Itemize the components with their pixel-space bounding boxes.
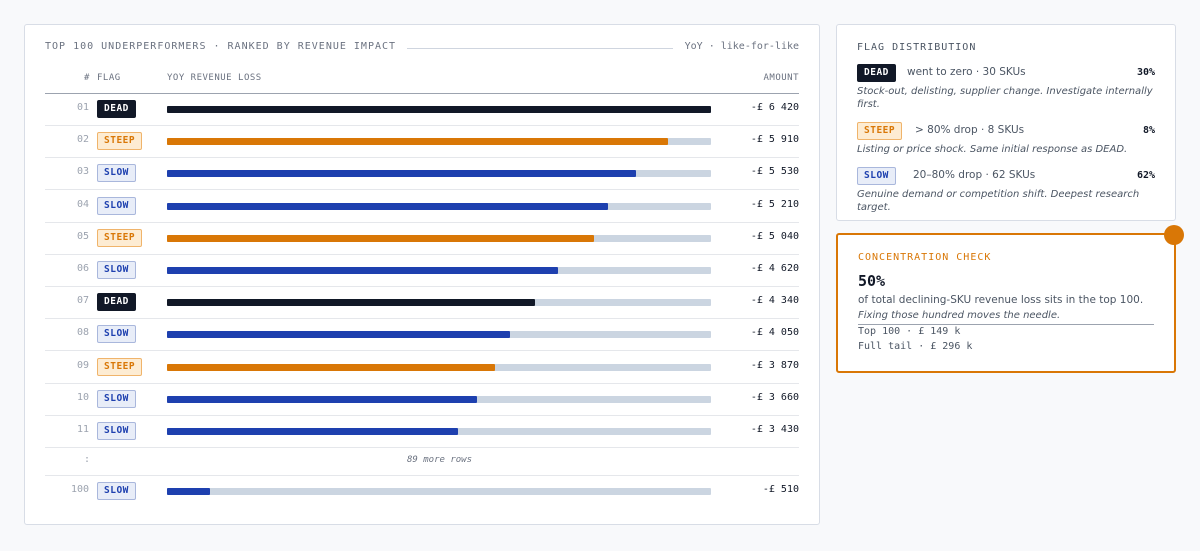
amount: -£ 4 050	[750, 327, 799, 339]
row-rule	[45, 221, 799, 223]
flag-note: Listing or price shock. Same initial res…	[857, 144, 1128, 155]
bar	[167, 363, 495, 371]
bar	[167, 428, 458, 435]
flag-share: 62%	[1136, 170, 1155, 181]
amount: -£ 6 420	[750, 102, 799, 113]
amount: -£ 4 340	[750, 295, 799, 307]
bar	[167, 106, 711, 113]
flag-badge: SLOW	[97, 482, 136, 500]
flag-share: 8%	[1142, 125, 1155, 136]
row-rule	[45, 318, 799, 320]
bar	[167, 488, 211, 495]
flag-badge: STEEP	[97, 228, 143, 247]
flag-badge: STEEP	[97, 357, 143, 376]
concentration-title: CONCENTRATION CHECK	[858, 252, 992, 263]
table-note: YoY · like-for-like	[684, 41, 799, 52]
flag-badge: SLOW	[97, 389, 136, 408]
flag-badge: SLOW	[97, 261, 136, 279]
row-rule	[45, 189, 799, 191]
flag-badge: SLOW	[97, 325, 136, 344]
rank: 08	[76, 327, 89, 339]
row-rule	[45, 414, 799, 416]
row-rule	[45, 286, 799, 287]
rank: 03	[76, 166, 89, 178]
rank: 100	[70, 484, 89, 495]
row-rule	[45, 447, 799, 448]
flag-badge: SLOW	[97, 164, 136, 183]
table-panel	[24, 24, 820, 525]
concentration-note: Fixing those hundred moves the needle.	[858, 310, 1061, 321]
amount: -£ 4 620	[750, 263, 799, 274]
rank: 07	[76, 295, 89, 307]
row-rule	[45, 125, 799, 126]
bar	[167, 234, 595, 242]
flag-badge: SLOW	[857, 167, 896, 185]
more-rows: 89 more rows	[407, 455, 473, 465]
bar	[167, 299, 535, 307]
note-rule	[858, 324, 1154, 325]
rank: 02	[76, 134, 89, 146]
rank: 10	[76, 391, 89, 403]
column-header: YOY REVENUE LOSS	[167, 73, 262, 83]
flag-text: went to zero · 30 SKUs	[907, 66, 1026, 78]
amount: -£ 5 530	[750, 166, 799, 178]
amount: -£ 5 910	[750, 134, 799, 146]
header-rule	[45, 93, 799, 94]
flag-badge: STEEP	[97, 132, 143, 151]
flag-badge: DEAD	[857, 64, 896, 82]
row-rule	[45, 253, 799, 255]
ellipsis: :	[84, 454, 91, 465]
flag-note: Genuine demand or competition shift. Dee…	[857, 189, 1140, 213]
rank: 04	[76, 198, 89, 210]
bar	[167, 267, 559, 274]
amount: -£ 3 660	[750, 391, 799, 403]
flag-note: Stock-out, delisting, supplier change. I…	[857, 86, 1153, 110]
table-title: TOP 100 UNDERPERFORMERS · RANKED BY REVE…	[45, 41, 397, 52]
amount: -£ 5 040	[750, 230, 799, 242]
row-rule	[45, 382, 799, 384]
flag-share: 30%	[1136, 67, 1155, 78]
bar-track	[167, 488, 711, 495]
flag-badge: SLOW	[97, 422, 136, 440]
rank: 09	[76, 359, 89, 371]
flag-badge: DEAD	[97, 293, 136, 312]
flag-title: FLAG DISTRIBUTION	[857, 42, 977, 53]
concentration-line: Top 100 · £ 149 k	[858, 326, 961, 337]
bar	[167, 170, 636, 178]
concentration-text: of total declining-SKU revenue loss sits…	[858, 294, 1144, 306]
rank: 05	[76, 230, 89, 242]
bar	[167, 331, 511, 339]
amount: -£ 3 870	[750, 359, 799, 371]
concentration-panel	[836, 233, 1176, 373]
flag-badge: DEAD	[97, 100, 136, 118]
rank: 06	[76, 263, 89, 274]
row-rule	[45, 475, 799, 476]
column-header: FLAG	[97, 73, 121, 83]
flag-badge: SLOW	[97, 196, 136, 215]
rank: 11	[76, 424, 89, 435]
row-rule	[45, 157, 799, 159]
column-header: AMOUNT	[763, 73, 799, 83]
amount: -£ 3 430	[750, 424, 799, 435]
flag-text: > 80% drop · 8 SKUs	[915, 124, 1025, 136]
status-dot	[1164, 225, 1184, 245]
concentration-line: Full tail · £ 296 k	[858, 341, 973, 352]
rank: 01	[76, 102, 89, 113]
amount: -£ 5 210	[750, 198, 799, 210]
flag-badge: STEEP	[857, 122, 903, 140]
flag-text: 20–80% drop · 62 SKUs	[913, 169, 1036, 181]
row-rule	[45, 350, 799, 352]
headline: 50%	[858, 272, 886, 290]
column-header: #	[84, 73, 90, 83]
title-rule	[407, 48, 673, 49]
bar	[167, 202, 609, 210]
bar	[167, 138, 668, 146]
bar	[167, 395, 478, 403]
amount: -£ 510	[762, 484, 799, 495]
